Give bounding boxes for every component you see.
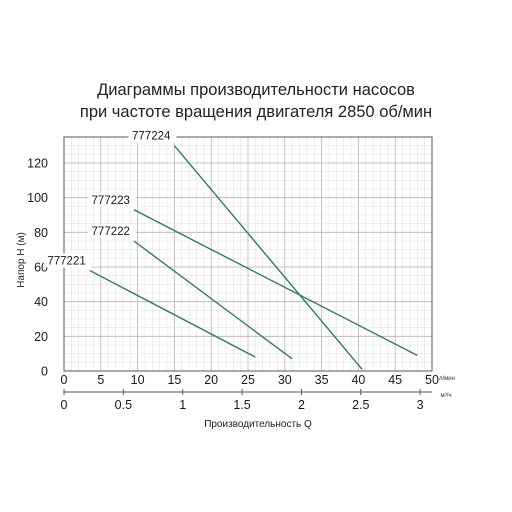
series-label-777224: 777224 xyxy=(132,131,171,143)
y-tick-label: 100 xyxy=(27,191,48,205)
series-label-bg xyxy=(43,253,92,268)
series-label-bg xyxy=(87,224,136,238)
series-label-777221: 777221 xyxy=(47,255,85,267)
x-tick-label-primary: 50 xyxy=(425,373,439,387)
x-tick-label-secondary: 0 xyxy=(61,398,68,412)
series-line-777224 xyxy=(173,145,363,370)
x-tick-label-primary: 35 xyxy=(315,373,329,387)
x-unit-primary: л/мин xyxy=(439,376,455,382)
series-label-bg xyxy=(87,192,136,207)
x-tick-label-primary: 25 xyxy=(241,373,255,387)
x-unit-secondary: м³/ч xyxy=(441,393,452,399)
x-tick-label-secondary: 2.5 xyxy=(352,398,369,412)
x-tick-label-primary: 30 xyxy=(278,373,292,387)
x-axis-label: Производительность Q xyxy=(204,419,312,430)
x-tick-label-primary: 20 xyxy=(204,373,218,387)
x-tick-label-secondary: 2 xyxy=(298,398,305,412)
x-tick-label-secondary: 1.5 xyxy=(233,398,250,412)
series-label-777223: 777223 xyxy=(92,195,130,207)
series-label-bg xyxy=(128,128,177,143)
x-tick-label-secondary: 1 xyxy=(179,398,186,412)
chart-title-line-1: Диаграммы производительности насосов xyxy=(97,81,415,99)
chart-title-line-2: при частоте вращения двигателя 2850 об/м… xyxy=(79,103,433,121)
x-tick-label-primary: 15 xyxy=(167,373,181,387)
y-axis-label: Напор H (м) xyxy=(16,232,27,288)
x-tick-label-primary: 10 xyxy=(131,373,145,387)
y-tick-label: 120 xyxy=(27,157,48,171)
y-tick-label: 0 xyxy=(41,365,48,379)
series-line-777223 xyxy=(133,209,418,357)
series-label-777222: 777222 xyxy=(92,226,130,238)
x-tick-label-primary: 0 xyxy=(61,373,68,387)
y-tick-label: 80 xyxy=(34,226,48,240)
x-tick-label-secondary: 3 xyxy=(417,398,424,412)
x-tick-label-primary: 40 xyxy=(351,373,365,387)
x-tick-label-secondary: 0.5 xyxy=(115,398,132,412)
x-tick-label-primary: 5 xyxy=(97,373,104,387)
x-tick-label-primary: 45 xyxy=(388,373,402,387)
y-tick-label: 20 xyxy=(34,330,48,344)
y-tick-label: 40 xyxy=(34,295,48,309)
series-line-777221 xyxy=(89,269,256,358)
series-line-777222 xyxy=(133,240,293,360)
